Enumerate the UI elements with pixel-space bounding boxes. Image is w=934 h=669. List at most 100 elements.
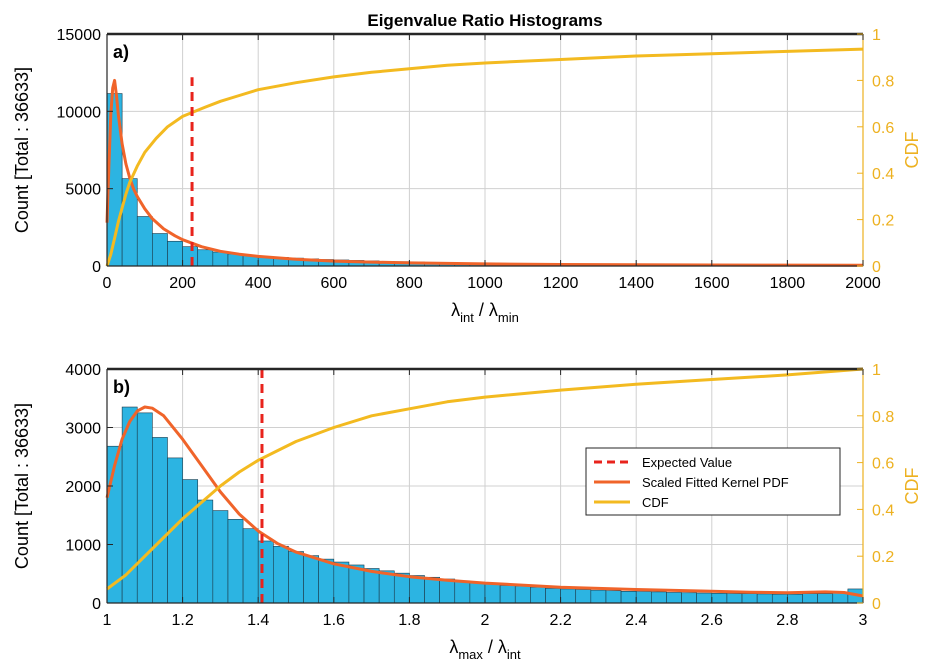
histogram-bar xyxy=(288,551,304,604)
x-tick-label: 1000 xyxy=(467,275,503,292)
histogram-bar xyxy=(318,558,335,604)
histogram-bar xyxy=(227,519,244,604)
x-tick-label: 1600 xyxy=(694,275,730,292)
x-tick-label: 1800 xyxy=(770,275,806,292)
x-tick-label: 1.4 xyxy=(247,612,269,629)
histogram-bar xyxy=(484,583,501,604)
y2-tick-label: 0.2 xyxy=(872,213,894,230)
histogram-bar xyxy=(771,593,788,604)
histogram-bar xyxy=(424,576,440,604)
y2-tick-label: 0 xyxy=(872,596,881,613)
histogram-bar xyxy=(726,593,743,604)
y-tick-label: 2000 xyxy=(65,479,101,496)
y2-tick-label: 0.6 xyxy=(872,120,894,137)
x-axis-label-part: λ xyxy=(449,637,458,657)
histogram-bar xyxy=(711,593,728,604)
histogram-bar xyxy=(363,568,380,604)
x-axis-label: λint / λmin xyxy=(451,300,519,325)
histogram-bar xyxy=(802,593,818,604)
x-tick-label: 1 xyxy=(103,612,112,629)
histogram-bar xyxy=(817,593,834,604)
histogram-bar xyxy=(620,590,637,604)
histogram-bar xyxy=(681,592,697,604)
cdf-line xyxy=(106,367,864,591)
x-tick-label: 1.6 xyxy=(323,612,345,629)
x-tick-label: 3 xyxy=(859,612,868,629)
y-tick-label: 3000 xyxy=(65,421,101,438)
x-axis-label-subscript: int xyxy=(507,647,521,662)
x-tick-label: 2.8 xyxy=(776,612,798,629)
histogram-bar xyxy=(439,578,456,604)
histogram-bar xyxy=(560,588,577,604)
histogram-bar xyxy=(696,592,713,604)
x-tick-label: 200 xyxy=(169,275,196,292)
histogram-bar xyxy=(605,590,622,604)
x-tick-label: 0 xyxy=(103,275,112,292)
y-tick-label: 4000 xyxy=(65,362,101,379)
histogram-bar xyxy=(787,593,803,604)
x-axis-label-part: / xyxy=(474,300,489,320)
histogram-bar xyxy=(635,591,652,604)
x-axis-label-subscript: max xyxy=(458,647,483,662)
histogram-bar xyxy=(136,412,153,604)
y2-tick-label: 1 xyxy=(872,27,881,44)
histogram-bar xyxy=(197,499,214,604)
y2-axis-label: CDF xyxy=(902,468,922,505)
histogram-bar xyxy=(212,510,229,604)
legend-entry-label: Scaled Fitted Kernel PDF xyxy=(642,475,789,490)
y-axis-label: Count [Total : 36633] xyxy=(12,67,32,233)
histogram-bar xyxy=(242,528,259,604)
y2-tick-label: 0 xyxy=(872,259,881,276)
x-axis-label-part: λ xyxy=(498,637,507,657)
x-tick-label: 400 xyxy=(245,275,272,292)
histogram-bar xyxy=(182,246,199,267)
histogram-bar xyxy=(832,592,849,604)
histogram-bar xyxy=(530,586,546,604)
histogram-bar xyxy=(409,575,425,604)
panel-label: a) xyxy=(113,42,129,62)
histogram-bar xyxy=(167,240,183,267)
y2-axis-label: CDF xyxy=(902,132,922,169)
x-axis-label-part: λ xyxy=(489,300,498,320)
histogram-bar xyxy=(651,591,667,604)
histogram-bar xyxy=(666,592,682,604)
x-tick-label: 2.2 xyxy=(549,612,571,629)
histogram-bar xyxy=(136,216,153,267)
y2-tick-label: 0.4 xyxy=(872,166,894,183)
x-tick-label: 1400 xyxy=(618,275,654,292)
y2-tick-label: 0.2 xyxy=(872,549,894,566)
histogram-bar xyxy=(499,585,516,604)
y2-tick-label: 0.8 xyxy=(872,409,894,426)
histogram-bar xyxy=(756,593,773,604)
x-tick-label: 2000 xyxy=(845,275,881,292)
histogram-bar xyxy=(152,437,168,604)
panel-label: b) xyxy=(113,377,130,397)
y-axis-label: Count [Total : 36633] xyxy=(12,403,32,569)
x-tick-label: 2.4 xyxy=(625,612,647,629)
x-axis-label-part: λ xyxy=(451,300,460,320)
histogram-bar xyxy=(197,249,214,267)
histogram-bar xyxy=(182,479,199,604)
x-axis-label-subscript: int xyxy=(460,310,474,325)
x-tick-label: 800 xyxy=(396,275,423,292)
y2-tick-label: 0.6 xyxy=(872,456,894,473)
histogram-bar xyxy=(590,589,607,604)
histogram-bar xyxy=(257,540,274,604)
histogram-bar xyxy=(303,555,319,604)
legend-entry-label: CDF xyxy=(642,495,669,510)
histogram-bar xyxy=(514,585,531,604)
histogram-bar xyxy=(333,561,350,604)
histogram-bar xyxy=(273,545,289,604)
histogram-bar xyxy=(469,582,486,604)
y-tick-label: 0 xyxy=(92,259,101,276)
x-tick-label: 2 xyxy=(481,612,490,629)
x-tick-label: 600 xyxy=(320,275,347,292)
x-tick-label: 2.6 xyxy=(701,612,723,629)
histogram-bar xyxy=(152,233,168,267)
y2-tick-label: 1 xyxy=(872,362,881,379)
y2-tick-label: 0.8 xyxy=(872,73,894,90)
histogram-bar xyxy=(545,588,561,604)
histogram-bar xyxy=(454,580,471,604)
y-tick-label: 15000 xyxy=(57,27,102,44)
y-tick-label: 1000 xyxy=(65,538,101,555)
